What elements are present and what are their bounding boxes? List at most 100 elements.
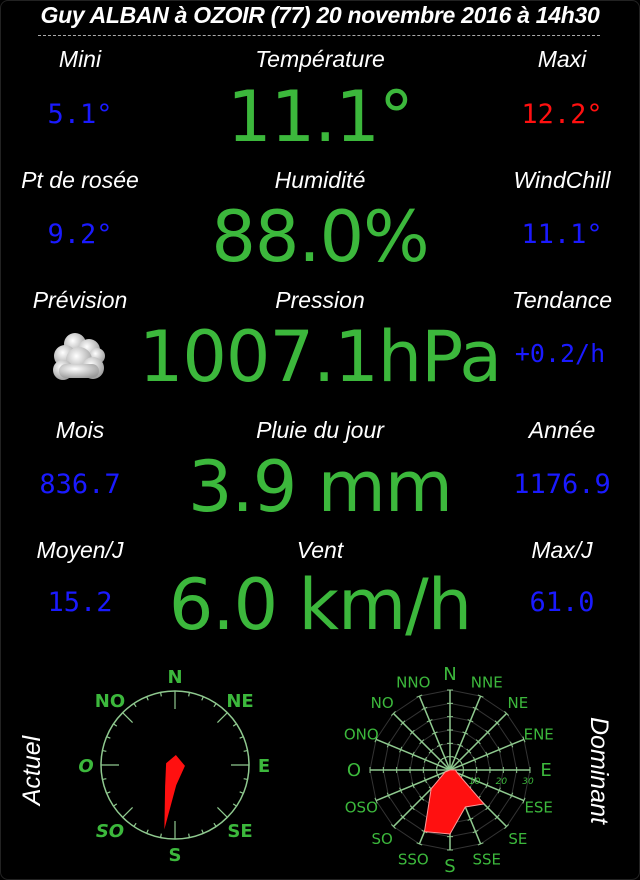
maxi-label: Maxi (537, 46, 587, 72)
temperature-label: Température (255, 46, 385, 72)
rose-tick (421, 706, 428, 711)
month-rain-label: Mois (55, 417, 105, 443)
compass-tick (133, 703, 137, 708)
rose-tick (497, 746, 501, 753)
rose-tick (485, 751, 489, 758)
rose-direction-label: ONO (344, 725, 379, 743)
compass-tick (113, 803, 118, 807)
rose-direction-label: ESE (524, 799, 552, 817)
rose-tick (390, 824, 396, 830)
compass-tick (102, 778, 107, 781)
pressure-value: 1007.1hPa (138, 316, 502, 398)
compass-label: Actuel (18, 735, 47, 806)
rose-tick (485, 729, 491, 735)
compass-tick (146, 829, 149, 834)
rose-tick (485, 805, 491, 811)
rose-tick (467, 817, 474, 821)
wind-label: Vent (296, 537, 344, 563)
compass-tick (159, 833, 162, 838)
rose-direction-label: E (540, 760, 551, 781)
compass-tick (122, 712, 133, 723)
compass-tick (106, 791, 111, 794)
compass-tick (159, 692, 162, 697)
rose-tick (466, 748, 472, 754)
wind-needle (164, 755, 185, 830)
temperature-value: 11.1° (227, 76, 414, 158)
compass-tick (102, 749, 107, 752)
compass-tick (232, 723, 237, 727)
rose-direction-label: NO (371, 694, 394, 712)
compass-tick (201, 696, 204, 701)
dewpoint-value: 9.2° (47, 219, 113, 250)
rose-tick (409, 729, 415, 735)
rose-tick (504, 824, 510, 830)
rose-tick (428, 748, 434, 754)
rose-tick (411, 751, 415, 758)
compass-point-label: S (169, 845, 182, 866)
rose-tick (473, 777, 477, 784)
month-rain-value: 836.7 (39, 469, 121, 500)
rose-tick (438, 758, 444, 764)
wind-value: 6.0 km/h (168, 564, 472, 646)
rose-tick (419, 739, 425, 745)
rose-tick (475, 739, 481, 745)
rose-direction-label: NNO (396, 673, 430, 691)
rose-tick (522, 797, 526, 804)
max-wind-value: 61.0 (529, 587, 595, 618)
rose-tick (409, 805, 415, 811)
compass-point-label: NE (226, 691, 253, 712)
daily-rain-label: Pluie du jour (256, 417, 384, 443)
max-wind-label: Max/J (531, 537, 593, 563)
rose-direction-label: N (443, 664, 456, 685)
rose-label: Dominant (585, 717, 613, 824)
rose-direction-label: ENE (524, 725, 554, 743)
compass-tick (133, 822, 137, 827)
compass-tick (106, 736, 111, 739)
rose-direction-label: SE (508, 830, 527, 848)
rose-tick (504, 710, 510, 716)
compass-tick (146, 696, 149, 701)
rose-tick (399, 746, 403, 753)
rose-tick (497, 787, 501, 794)
rose-direction-label: O (347, 760, 361, 781)
rose-tick (436, 772, 440, 779)
rose-tick (423, 756, 427, 763)
compass-point-label: SO (96, 821, 124, 842)
rose-tick (436, 743, 443, 747)
dewpoint-label: Pt de rosée (21, 167, 139, 193)
compass-tick (213, 822, 217, 827)
rose-direction-label: SSE (472, 851, 501, 869)
rose-direction-label: OSO (345, 799, 378, 817)
rose-tick (509, 792, 514, 799)
rose-tick (522, 736, 526, 743)
rose-direction-label: NE (508, 694, 529, 712)
rose-tick (374, 736, 378, 743)
humidity-label: Humidité (274, 167, 366, 193)
compass-tick (122, 807, 133, 818)
rose-tick (386, 792, 391, 799)
compass-tick (188, 833, 191, 838)
rose-tick (390, 710, 396, 716)
humidity-value: 88.0% (211, 196, 429, 278)
compass-tick (239, 791, 244, 794)
compass-tick (243, 749, 248, 752)
rose-tick (477, 694, 484, 698)
rose-tick (509, 741, 514, 748)
compass-point-label: N (167, 667, 182, 688)
rose-tick (472, 706, 479, 711)
compass-point-label: O (78, 756, 93, 777)
rose-tick (457, 743, 464, 747)
rose-tick (441, 756, 448, 760)
trend-value: +0.2/h (514, 339, 606, 368)
rose-direction-label: S (444, 856, 455, 877)
rose-tick (386, 741, 391, 748)
title-divider (38, 35, 600, 36)
avg-wind-label: Moyen/J (36, 537, 124, 563)
rose-tick (460, 772, 464, 779)
rose-tick (494, 720, 500, 726)
rose-tick (462, 731, 469, 735)
pressure-label: Pression (275, 287, 365, 313)
forecast-label: Prévision (32, 287, 128, 313)
compass-tick (113, 723, 118, 727)
